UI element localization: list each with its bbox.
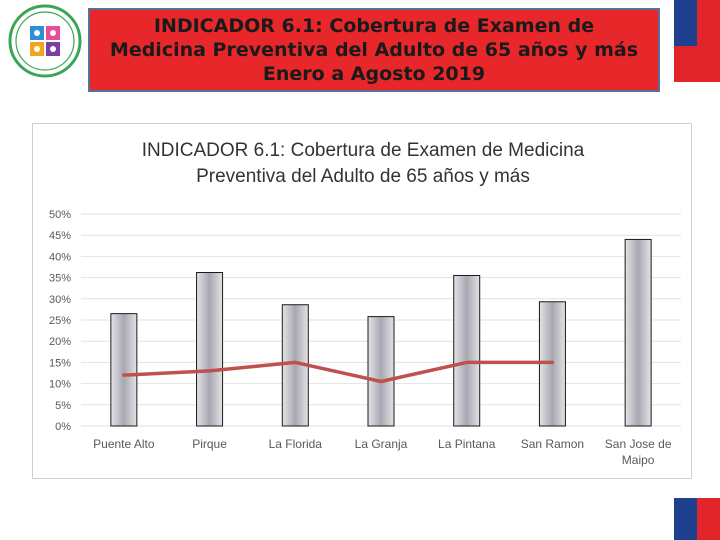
x-category-label: La Granja [355,437,408,451]
x-category-label: Puente Alto [93,437,155,451]
y-tick-label: 50% [49,209,71,221]
flag-top-icon [674,0,720,82]
y-tick-label: 45% [49,230,71,242]
header-title-line1: INDICADOR 6.1: Cobertura de Examen de [153,15,595,37]
line-point [379,379,383,383]
line-point [293,360,297,364]
line-point [122,373,126,377]
target-line [122,360,555,384]
flag-bottom-icon [674,498,720,540]
chart-plot: 0% 5% 10% 15% 20% 25% 30% 35% 40% 45% 50% Puente Al… [49,209,681,467]
y-tick-label: 40% [49,251,71,263]
x-category-label: San Jose de Maipo [605,437,672,467]
line-point [208,369,212,373]
header-title-line2: Medicina Preventiva del Adulto de 65 año… [109,39,639,61]
y-tick-label: 5% [55,400,71,412]
y-tick-label: 35% [49,273,71,285]
y-tick-label: 25% [49,315,71,327]
health-service-logo [8,4,82,78]
y-tick-label: 30% [49,294,71,306]
x-category-label: La Pintana [438,437,496,451]
chart-frame: INDICADOR 6.1: Cobertura de Examen de Me… [32,123,692,479]
bar [624,238,652,427]
y-tick-label: 0% [55,421,71,433]
bar [453,274,481,427]
bar [367,316,395,427]
x-category-label: La Florida [269,437,323,451]
chart-title: INDICADOR 6.1: Cobertura de Examen de Me… [33,138,693,190]
chart-title-line2: Preventiva del Adulto de 65 años y más [196,166,530,187]
line-point [465,360,469,364]
y-tick-label: 15% [49,357,71,369]
x-category-label: San Ramon [521,437,584,451]
x-category-label: Pirque [192,437,227,451]
y-tick-label: 10% [49,379,71,391]
header-title-box: INDICADOR 6.1: Cobertura de Examen de Me… [88,8,660,92]
bar [110,313,138,427]
chart-title-line1: INDICADOR 6.1: Cobertura de Examen de Me… [141,140,585,161]
line-point [550,360,554,364]
header-title-line3: Enero a Agosto 2019 [262,63,486,85]
y-tick-label: 20% [49,336,71,348]
bar [196,272,224,427]
